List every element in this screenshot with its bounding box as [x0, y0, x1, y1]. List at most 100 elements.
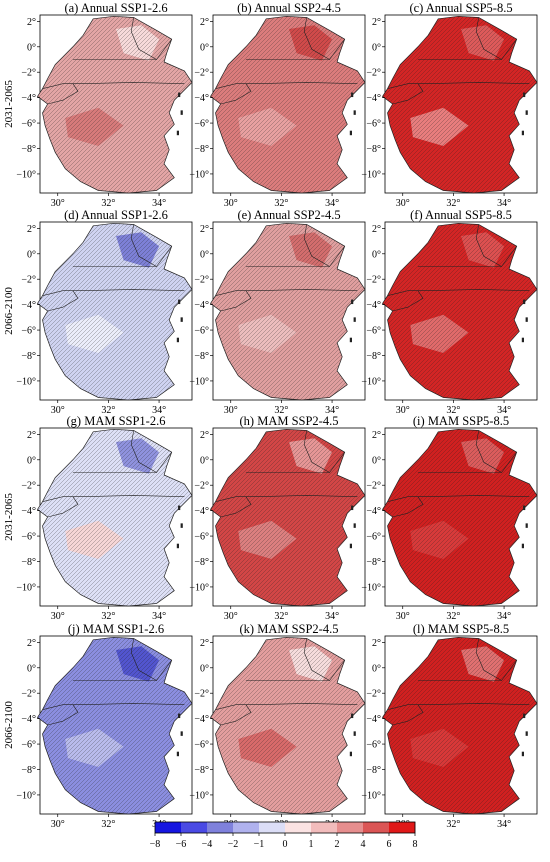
- country-outline: [37, 222, 193, 401]
- lat-tick-label: 0°: [372, 42, 381, 53]
- border-line: [220, 496, 252, 518]
- colorbar-segment: [181, 822, 208, 833]
- lat-tick-label: −2°: [194, 689, 209, 700]
- colorbar: −8 −6 −4 −2 −1 0 1 2 4 6 8: [150, 821, 418, 850]
- lat-tick-label: 0°: [200, 663, 209, 674]
- island-marker: [351, 92, 354, 98]
- lat-tick-label: −6°: [21, 119, 36, 130]
- country-outline: [210, 15, 366, 194]
- panel-title: (g) MAM SSP1-2.6: [67, 414, 166, 428]
- lon-tick-label: 32°: [274, 611, 288, 622]
- significance-hatching: [37, 223, 192, 400]
- lat-tick-label: −10°: [16, 582, 36, 593]
- border-line: [130, 17, 172, 60]
- country-outline: [382, 636, 538, 815]
- island-marker: [353, 523, 356, 528]
- map-panel: (b) Annual SSP2-4.5 2° 0° −2° −4° −6° −8° −10° 3…: [189, 1, 366, 209]
- lat-tick-label: −10°: [16, 376, 36, 387]
- lat-tick-label: −4°: [194, 714, 209, 725]
- border-line: [42, 703, 185, 710]
- row-labels: 2031-2065 2066-2100 2031-2065 2066-2100: [3, 80, 15, 749]
- lat-tick-label: −4°: [194, 300, 209, 311]
- colorbar-tick-label: −1: [254, 839, 265, 850]
- lat-tick-label: −6°: [194, 532, 209, 543]
- lat-tick-label: −10°: [361, 376, 381, 387]
- lat-tick-label: 2°: [372, 224, 381, 235]
- panel-title: (l) MAM SSP5-8.5: [413, 622, 509, 636]
- border-line: [42, 289, 185, 296]
- country-outline: [382, 222, 538, 401]
- island-marker: [180, 731, 183, 736]
- border-line: [387, 289, 530, 296]
- lat-tick-label: −2°: [366, 481, 381, 492]
- lat-tick-label: −8°: [194, 557, 209, 568]
- map-panel: (j) MAM SSP1-2.6 2° 0° −2° −4° −6° −8° −10° 30° 3…: [16, 622, 193, 830]
- lon-tick-label: 34°: [497, 819, 511, 830]
- lat-tick-label: 2°: [27, 17, 36, 28]
- border-line: [47, 496, 79, 518]
- lat-tick-label: −4°: [366, 714, 381, 725]
- lon-tick-label: 34°: [152, 611, 166, 622]
- map-panel: (i) MAM SSP5-8.5 2° 0° −2° −4° −6° −8° −10° 30° 3…: [361, 414, 538, 622]
- lon-tick-label: 34°: [497, 405, 511, 416]
- panel-title: (b) Annual SSP2-4.5: [237, 1, 341, 15]
- lon-tick-label: 34°: [325, 611, 339, 622]
- lat-tick-label: −6°: [366, 740, 381, 751]
- lat-tick-label: −2°: [21, 689, 36, 700]
- colorbar-tick-label: 4: [361, 839, 366, 850]
- lat-tick-label: 2°: [200, 638, 209, 649]
- lon-tick-label: 30°: [224, 611, 238, 622]
- panels-layer: (a) Annual SSP1-2.6 2° 0° −2° −4° −6° −8° −10° 3…: [16, 1, 538, 830]
- lat-tick-label: 0°: [27, 455, 36, 466]
- significance-hatching: [382, 16, 537, 193]
- island-marker: [349, 543, 352, 549]
- island-marker: [351, 713, 354, 719]
- lat-tick-label: −6°: [366, 326, 381, 337]
- lat-tick-label: −2°: [21, 275, 36, 286]
- lon-tick-label: 30°: [396, 611, 410, 622]
- significance-hatching: [210, 637, 365, 814]
- border-line: [392, 290, 424, 312]
- panel-title: (c) Annual SSP5-8.5: [409, 1, 512, 15]
- colorbar-segment: [207, 822, 234, 833]
- lon-tick-label: 30°: [51, 611, 65, 622]
- country-outline: [210, 428, 366, 607]
- lat-tick-label: −4°: [194, 93, 209, 104]
- lat-tick-label: −4°: [366, 300, 381, 311]
- map-panel: (h) MAM SSP2-4.5 2° 0° −2° −4° −6° −8° −10° 30° 3…: [189, 414, 366, 622]
- colorbar-segment: [311, 822, 338, 833]
- lat-tick-label: 2°: [372, 430, 381, 441]
- colorbar-tick-label: 2: [335, 839, 340, 850]
- panel-title: (h) MAM SSP2-4.5: [240, 414, 339, 428]
- lon-tick-label: 30°: [224, 405, 238, 416]
- lat-tick-label: −10°: [189, 582, 209, 593]
- map-panel: (f) Annual SSP5-8.5 2° 0° −2° −4° −6° −8° −10° 3…: [361, 208, 538, 416]
- border-line: [303, 17, 345, 60]
- lat-tick-label: −4°: [366, 506, 381, 517]
- border-line: [42, 495, 185, 502]
- island-marker: [523, 92, 526, 98]
- lat-tick-label: −8°: [194, 351, 209, 362]
- country-outline: [37, 15, 193, 194]
- border-line: [220, 704, 252, 726]
- lon-tick-label: 34°: [497, 198, 511, 209]
- island-marker: [176, 751, 179, 757]
- panel-title: (i) MAM SSP5-8.5: [413, 414, 509, 428]
- lon-tick-label: 34°: [325, 198, 339, 209]
- map-panel: (l) MAM SSP5-8.52°0°−2°−4°−6°−8°−10°30°3…: [361, 622, 538, 830]
- lat-tick-label: 2°: [27, 224, 36, 235]
- border-line: [42, 82, 185, 89]
- lat-tick-label: 2°: [200, 430, 209, 441]
- island-marker: [349, 337, 352, 343]
- lon-tick-label: 34°: [152, 198, 166, 209]
- colorbar-segment: [233, 822, 260, 833]
- lon-tick-label: 30°: [51, 405, 65, 416]
- island-marker: [349, 130, 352, 136]
- lat-tick-label: −10°: [16, 790, 36, 801]
- row-label: 2066-2100: [3, 287, 15, 335]
- significance-hatching: [210, 429, 365, 606]
- border-line: [475, 17, 517, 60]
- lon-tick-label: 34°: [152, 405, 166, 416]
- lat-tick-label: −8°: [194, 765, 209, 776]
- lat-tick-label: −8°: [366, 557, 381, 568]
